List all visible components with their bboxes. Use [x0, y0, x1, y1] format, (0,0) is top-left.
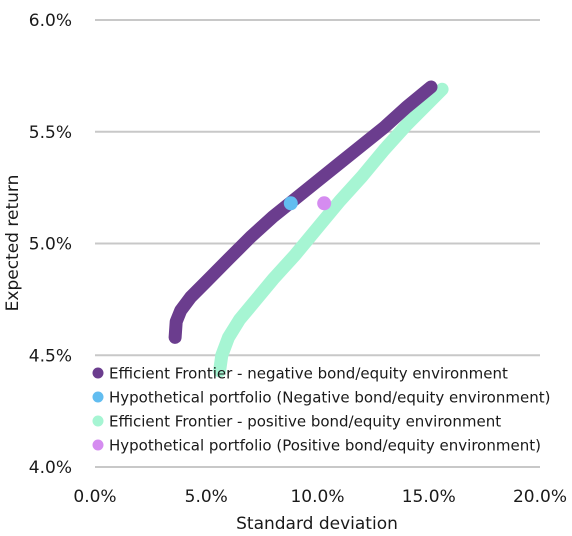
legend-label: Efficient Frontier - negative bond/equit… — [109, 365, 508, 383]
legend-marker — [92, 415, 104, 427]
y-tick-label: 4.5% — [29, 346, 72, 366]
legend: Efficient Frontier - negative bond/equit… — [92, 365, 550, 455]
x-tick-label: 15.0% — [402, 487, 456, 507]
series-layer — [168, 80, 449, 378]
y-tick-label: 5.0% — [29, 235, 72, 255]
y-axis-title: Expected return — [3, 175, 23, 312]
x-axis-title: Standard deviation — [236, 514, 398, 534]
gridlines — [95, 19, 540, 468]
legend-marker — [92, 367, 104, 379]
x-tick-label: 0.0% — [73, 487, 116, 507]
series-point-3 — [317, 196, 332, 211]
x-tick-label: 20.0% — [513, 487, 567, 507]
x-tick-labels: 0.0% 5.0% 10.0% 15.0% 20.0% — [73, 487, 567, 507]
y-tick-label: 6.0% — [29, 11, 72, 31]
series-line-0 — [168, 80, 438, 344]
y-tick-label: 4.0% — [29, 458, 72, 478]
legend-label: Efficient Frontier - positive bond/equit… — [109, 413, 501, 431]
y-tick-labels: 4.0% 4.5% 5.0% 5.5% 6.0% — [29, 11, 72, 478]
legend-label: Hypothetical portfolio (Negative bond/eq… — [109, 389, 550, 407]
legend-marker — [92, 439, 104, 451]
x-tick-label: 10.0% — [290, 487, 344, 507]
x-tick-label: 5.0% — [185, 487, 228, 507]
legend-marker — [92, 391, 104, 403]
series-line-2 — [213, 82, 449, 378]
series-point-1 — [283, 196, 298, 211]
y-tick-label: 5.5% — [29, 123, 72, 143]
legend-label: Hypothetical portfolio (Positive bond/eq… — [109, 437, 541, 455]
